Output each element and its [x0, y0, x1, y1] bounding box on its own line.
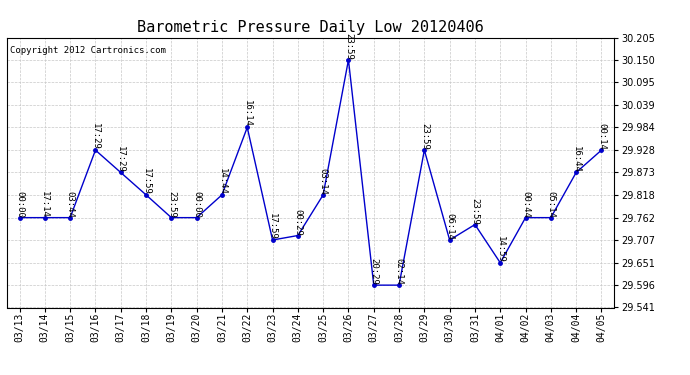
Text: 17:59: 17:59 — [268, 213, 277, 240]
Text: 17:29: 17:29 — [91, 123, 100, 150]
Text: 00:00: 00:00 — [192, 191, 201, 217]
Title: Barometric Pressure Daily Low 20120406: Barometric Pressure Daily Low 20120406 — [137, 20, 484, 35]
Text: 03:14: 03:14 — [319, 168, 328, 195]
Text: 03:44: 03:44 — [66, 191, 75, 217]
Text: 17:29: 17:29 — [116, 146, 126, 172]
Text: 16:14: 16:14 — [243, 100, 252, 128]
Text: 05:14: 05:14 — [546, 191, 555, 217]
Text: 17:14: 17:14 — [40, 191, 50, 217]
Text: 14:44: 14:44 — [217, 168, 226, 195]
Text: 20:29: 20:29 — [369, 258, 378, 285]
Text: 23:59: 23:59 — [420, 123, 429, 150]
Text: 16:44: 16:44 — [571, 146, 581, 172]
Text: Copyright 2012 Cartronics.com: Copyright 2012 Cartronics.com — [10, 46, 166, 55]
Text: 23:59: 23:59 — [344, 33, 353, 60]
Text: 02:14: 02:14 — [395, 258, 404, 285]
Text: 06:14: 06:14 — [445, 213, 454, 240]
Text: 00:29: 00:29 — [293, 209, 302, 236]
Text: 17:59: 17:59 — [141, 168, 150, 195]
Text: 00:00: 00:00 — [15, 191, 24, 217]
Text: 23:59: 23:59 — [471, 198, 480, 225]
Text: 00:14: 00:14 — [597, 123, 606, 150]
Text: 00:44: 00:44 — [521, 191, 530, 217]
Text: 14:59: 14:59 — [495, 236, 505, 263]
Text: 23:59: 23:59 — [167, 191, 176, 217]
